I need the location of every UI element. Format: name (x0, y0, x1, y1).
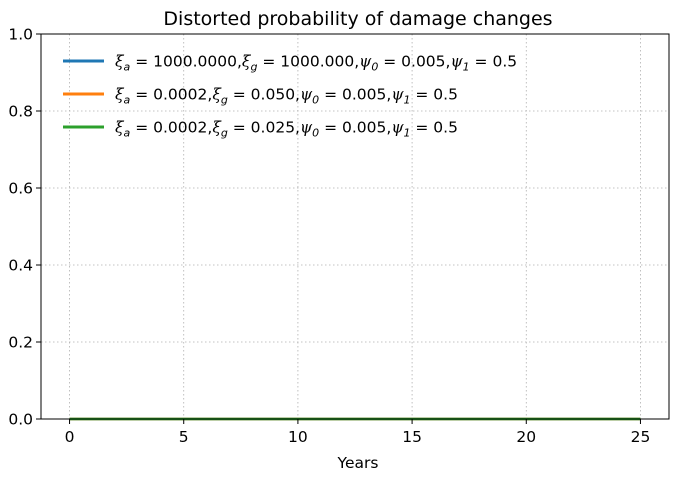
chart-title: Distorted probability of damage changes (163, 8, 552, 30)
x-tick-label: 15 (402, 428, 422, 446)
x-tick-label: 25 (631, 428, 651, 446)
x-tick-label: 20 (516, 428, 536, 446)
legend-entry: ξa = 0.0002,ξg = 0.050,ψ0 = 0.005,ψ1 = 0… (115, 86, 458, 107)
y-tick-label: 0.0 (8, 411, 33, 429)
x-tick-label: 0 (65, 428, 75, 446)
x-tick-label: 10 (288, 428, 308, 446)
legend-entry: ξa = 0.0002,ξg = 0.025,ψ0 = 0.005,ψ1 = 0… (115, 119, 458, 140)
legend: ξa = 1000.0000,ξg = 1000.000,ψ0 = 0.005,… (63, 53, 517, 140)
y-tick-label: 0.6 (8, 180, 33, 198)
legend-entry: ξa = 1000.0000,ξg = 1000.000,ψ0 = 0.005,… (115, 53, 517, 74)
x-tick-label: 5 (179, 428, 189, 446)
y-tick-label: 1.0 (8, 26, 33, 44)
y-tick-label: 0.4 (8, 257, 33, 275)
y-tick-label: 0.8 (8, 103, 33, 121)
axis-ticks: 0 5 10 15 20 25 0.0 0.2 0.4 0.6 0.8 1.0 (8, 26, 650, 447)
y-tick-label: 0.2 (8, 334, 33, 352)
x-axis-label: Years (337, 454, 379, 472)
plot-frame (40, 33, 670, 420)
